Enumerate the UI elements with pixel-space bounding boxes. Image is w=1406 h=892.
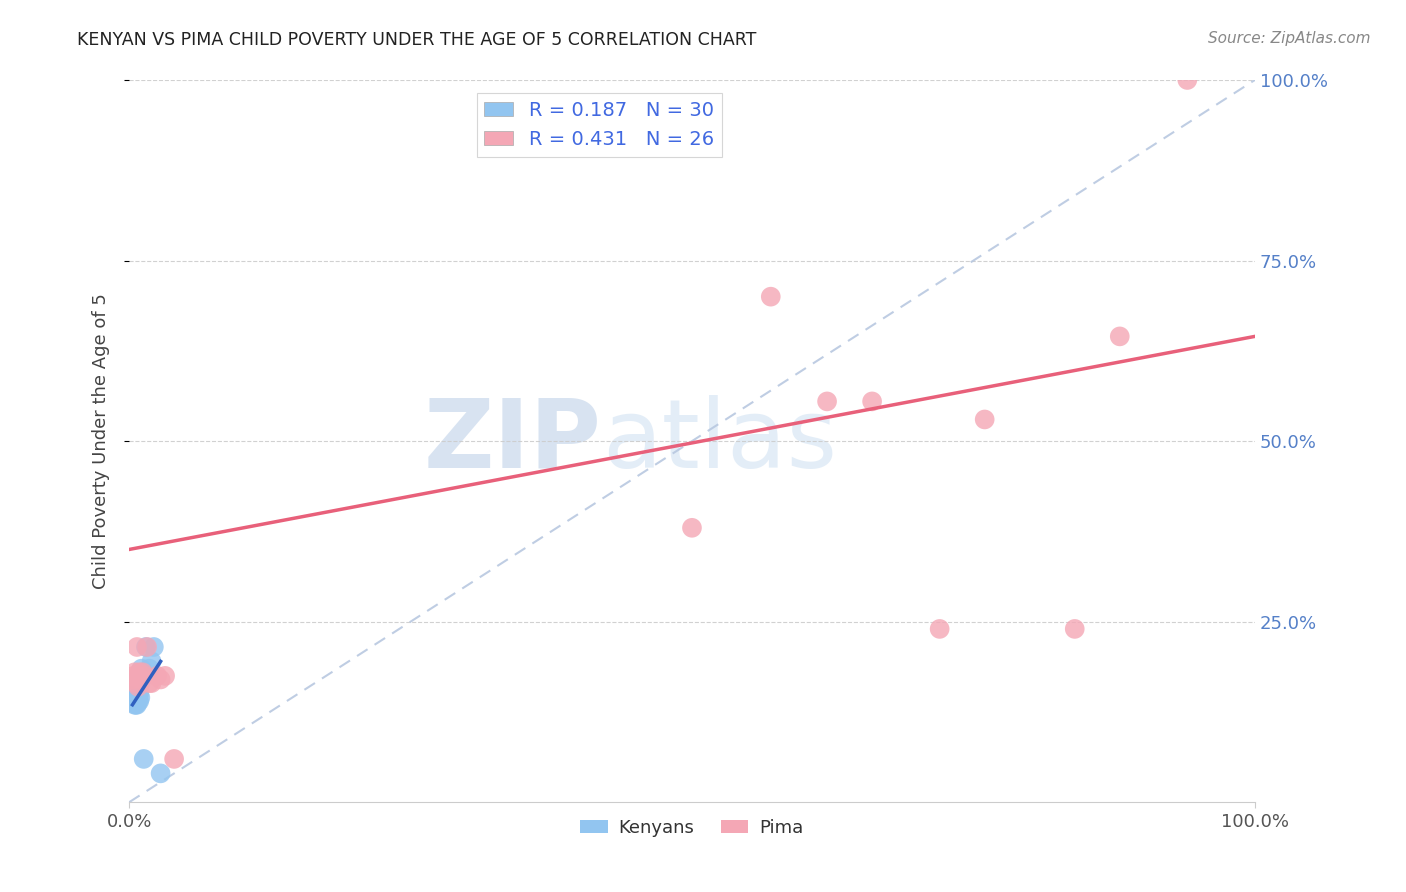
Point (146, 669, 169, 683)
Text: Source: ZipAtlas.com: Source: ZipAtlas.com (1208, 31, 1371, 46)
Point (928, 622, 950, 636)
Point (125, 687, 148, 701)
Point (138, 662, 160, 676)
Point (121, 673, 143, 687)
Point (129, 690, 152, 705)
Point (142, 640, 165, 654)
Point (134, 669, 156, 683)
Point (131, 662, 153, 676)
Point (124, 690, 146, 705)
Point (138, 676, 160, 690)
Point (125, 683, 148, 698)
Point (153, 669, 176, 683)
Point (131, 669, 153, 683)
Point (125, 698, 148, 712)
Point (128, 694, 150, 708)
Text: ZIP: ZIP (425, 394, 602, 488)
Point (973, 412, 995, 426)
Point (128, 680, 150, 694)
Text: atlas: atlas (602, 394, 837, 488)
Point (124, 698, 146, 712)
Point (128, 665, 150, 680)
Point (1175, 73, 1198, 87)
Point (149, 673, 172, 687)
Y-axis label: Child Poverty Under the Age of 5: Child Poverty Under the Age of 5 (93, 293, 110, 589)
Point (163, 752, 186, 766)
Point (759, 290, 782, 304)
Point (122, 683, 145, 698)
Point (122, 694, 145, 708)
Point (124, 683, 146, 698)
Point (128, 687, 150, 701)
Text: KENYAN VS PIMA CHILD POVERTY UNDER THE AGE OF 5 CORRELATION CHART: KENYAN VS PIMA CHILD POVERTY UNDER THE A… (77, 31, 756, 49)
Point (149, 766, 172, 780)
Point (127, 687, 149, 701)
Point (141, 655, 163, 669)
Point (125, 698, 148, 712)
Point (125, 676, 148, 690)
Point (124, 673, 146, 687)
Point (135, 640, 157, 654)
Point (1108, 329, 1130, 343)
Point (125, 680, 148, 694)
Point (127, 680, 149, 694)
Point (124, 665, 146, 680)
Point (132, 752, 155, 766)
Point (125, 676, 148, 690)
Legend: Kenyans, Pima: Kenyans, Pima (574, 812, 811, 844)
Point (129, 676, 152, 690)
Point (681, 521, 703, 535)
Point (815, 394, 838, 409)
Point (127, 694, 149, 708)
Point (121, 690, 143, 705)
Point (121, 676, 143, 690)
Point (860, 394, 883, 409)
Point (1063, 622, 1085, 636)
Point (127, 683, 149, 698)
Point (129, 673, 152, 687)
Point (131, 665, 153, 680)
Point (125, 640, 148, 654)
Point (122, 669, 145, 683)
Point (136, 640, 159, 654)
Point (141, 676, 163, 690)
